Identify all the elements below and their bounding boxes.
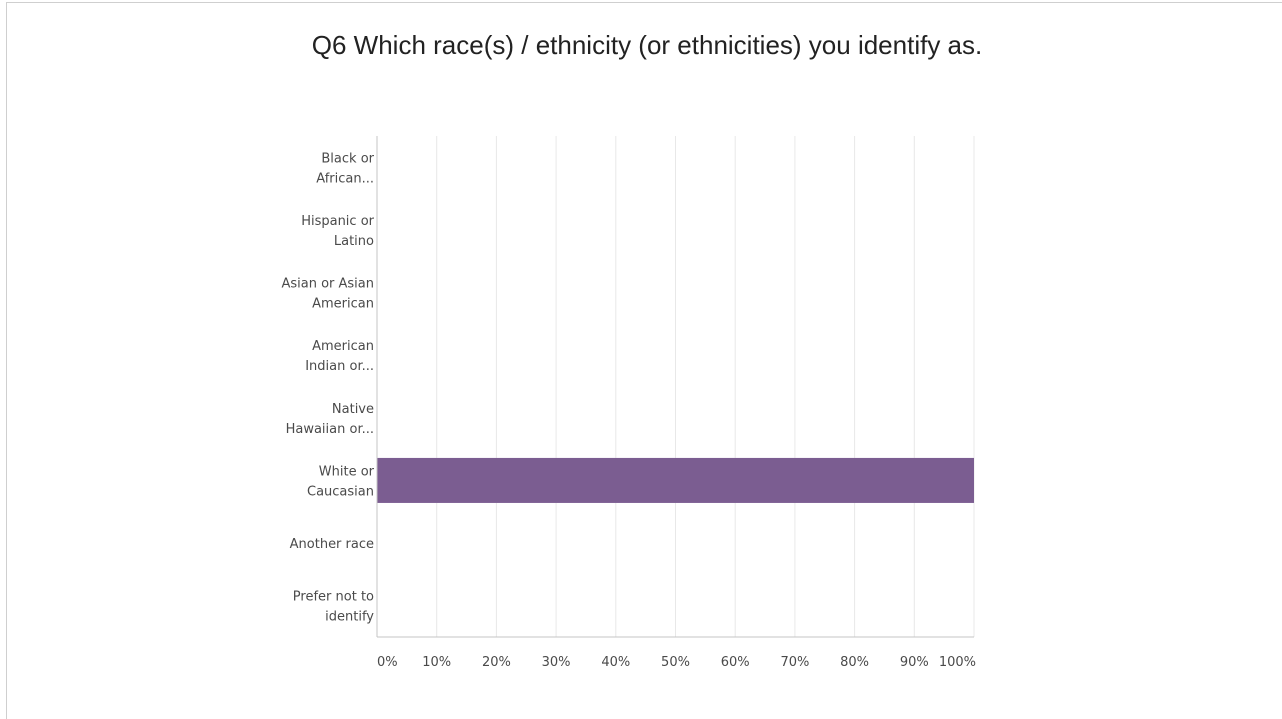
x-tick-label: 30% xyxy=(542,655,571,670)
category-label: Black or African... xyxy=(316,151,374,186)
category-label: Native Hawaiian or... xyxy=(286,402,374,437)
bars xyxy=(377,457,974,503)
category-labels: Black or African... Hispanic or Latino Asian… xyxy=(281,151,374,624)
chart-frame xyxy=(6,2,1282,719)
x-tick-label: 50% xyxy=(661,655,690,670)
grid-lines xyxy=(376,136,975,637)
x-tick-label: 40% xyxy=(601,655,630,670)
category-label: American Indian or... xyxy=(305,339,374,374)
x-tick-labels: 0% 10% 20% 30% 40% 50% 60% 70% 80% 90% 100% xyxy=(377,655,976,670)
category-label: Hispanic or Latino xyxy=(301,214,374,249)
x-tick-label: 80% xyxy=(840,655,869,670)
x-tick-label: 100% xyxy=(939,655,976,670)
category-label: Asian or Asian American xyxy=(281,277,374,312)
bar xyxy=(377,457,974,503)
x-tick-label: 60% xyxy=(721,655,750,670)
x-tick-label: 70% xyxy=(780,655,809,670)
category-label: Another race xyxy=(290,537,374,552)
x-tick-label: 20% xyxy=(482,655,511,670)
chart-title: Q6 Which race(s) / ethnicity (or ethnici… xyxy=(311,30,983,60)
category-label: White or Caucasian xyxy=(307,464,375,499)
axes xyxy=(376,136,974,638)
x-tick-label: 90% xyxy=(900,655,929,670)
x-tick-label: 10% xyxy=(422,655,451,670)
x-tick-label: 0% xyxy=(377,655,398,670)
category-label: Prefer not to identify xyxy=(293,590,375,625)
